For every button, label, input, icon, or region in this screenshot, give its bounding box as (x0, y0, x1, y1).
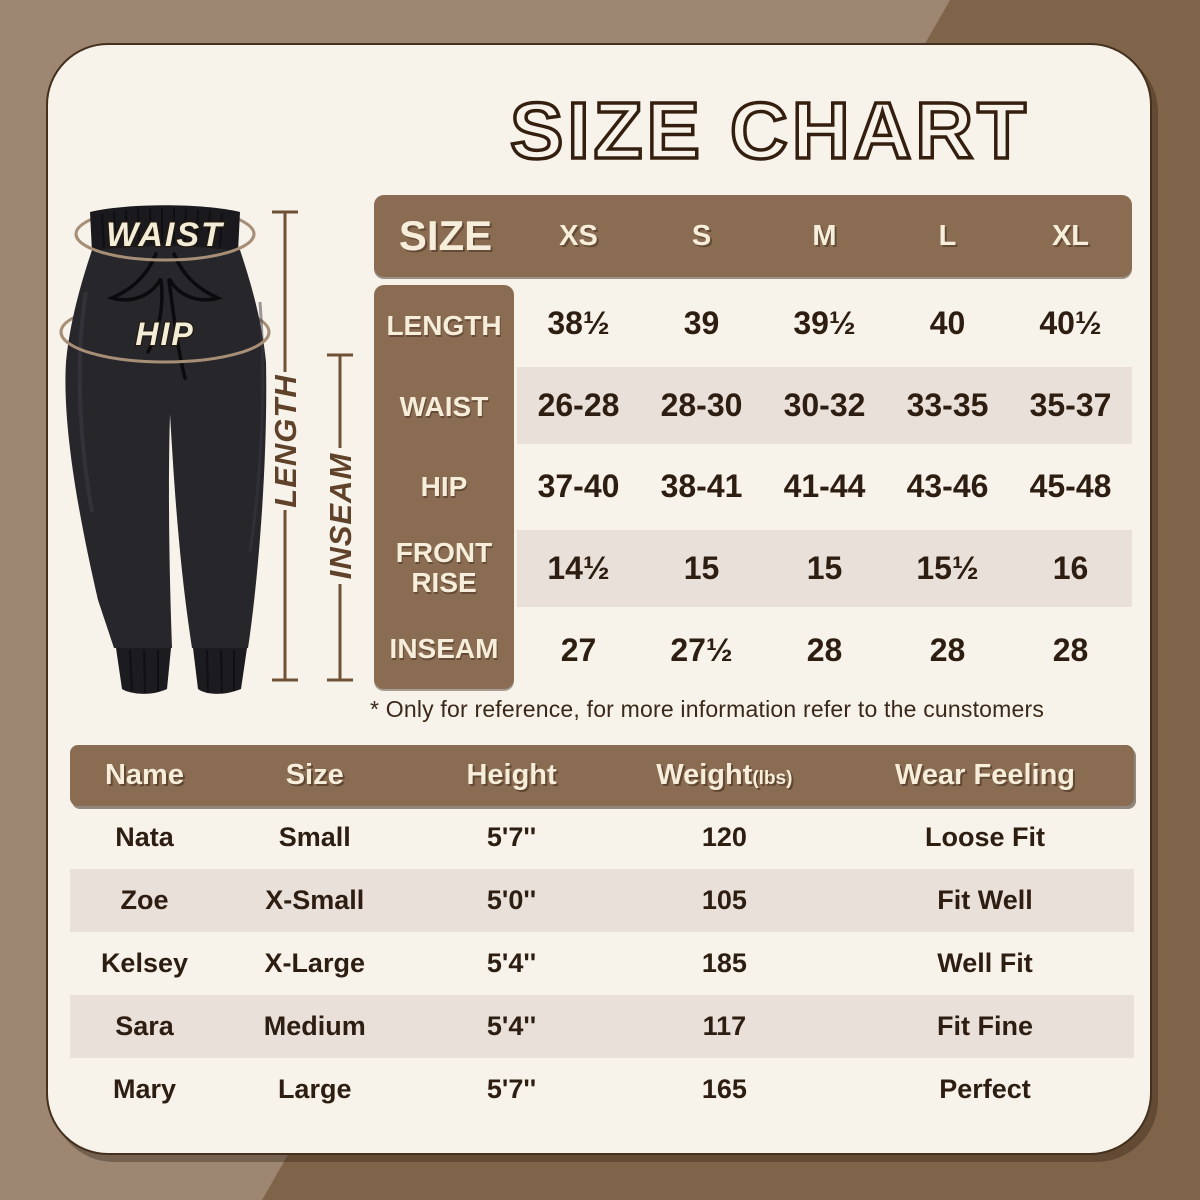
waist-tape-front (74, 233, 256, 262)
size-header-label: SIZE (398, 212, 493, 259)
table-row: Zoe X-Small 5'0'' 105 Fit Well (70, 869, 1134, 932)
cell-waist-s: 28-30 (660, 386, 743, 423)
size-table-values: 38½ 39 39½ 40 40½ 26-28 28-30 30-32 33-3… (517, 285, 1132, 689)
fit-col-weight: Weight(lbs) (613, 759, 836, 792)
cell-hip-l: 43-46 (906, 468, 989, 505)
fit-name: Kelsey (100, 948, 189, 978)
size-col-m: M (812, 219, 837, 252)
row-label-inseam: INSEAM (389, 632, 499, 664)
table-row: Nata Small 5'7'' 120 Loose Fit (70, 806, 1134, 869)
fit-height: 5'4'' (486, 1011, 537, 1041)
table-row: 38½ 39 39½ 40 40½ (517, 285, 1132, 362)
fit-feeling: Fit Well (937, 885, 1033, 915)
fit-height: 5'7'' (486, 822, 537, 852)
cell-inseam-xl: 28 (1052, 632, 1089, 669)
pants-illustration: LENGTH INSEAM (52, 192, 372, 717)
fit-size: Large (277, 1074, 352, 1104)
length-measure-line (272, 210, 298, 682)
row-label-front-rise: FRONT RISE (395, 537, 493, 598)
table-row: 14½ 15 15 15½ 16 (517, 525, 1132, 612)
fit-col-wear-feeling: Wear Feeling (895, 759, 1075, 791)
row-label-waist: WAIST (399, 390, 489, 422)
fit-col-weight-text: Weight (656, 759, 753, 791)
page-title: SIZE CHART (508, 84, 1030, 177)
fit-col-name: Name (104, 759, 184, 791)
fit-feeling: Fit Fine (937, 1011, 1034, 1041)
inseam-label: INSEAM (323, 453, 358, 580)
joggers-shape (65, 205, 267, 694)
fit-height: 5'7'' (486, 1074, 537, 1104)
size-table-label-column: LENGTH WAIST HIP FRONT RISE INSEAM (374, 285, 514, 689)
inseam-measure-line (327, 353, 353, 682)
fit-feeling: Well Fit (937, 948, 1033, 978)
hip-tape-front (59, 331, 271, 364)
cell-waist-xl: 35-37 (1029, 386, 1112, 423)
table-row: 27 27½ 28 28 28 (517, 612, 1132, 689)
fit-table-rows: Nata Small 5'7'' 120 Loose Fit Zoe X-Sma… (70, 806, 1134, 1121)
fit-height: 5'0'' (486, 885, 537, 915)
fit-weight: 105 (701, 885, 747, 915)
content-card: SIZE CHART LENGTH INSEAM (46, 43, 1152, 1155)
cell-length-m: 39½ (793, 304, 856, 341)
cell-inseam-m: 28 (806, 632, 843, 669)
fit-col-weight-unit: (lbs) (752, 768, 793, 789)
fit-weight: 120 (701, 822, 747, 852)
row-label-hip: HIP (420, 471, 468, 503)
size-col-xl: XL (1051, 219, 1090, 252)
table-row: Kelsey X-Large 5'4'' 185 Well Fit (70, 932, 1134, 995)
cell-waist-xs: 26-28 (537, 386, 620, 423)
reference-note: * Only for reference, for more informati… (370, 696, 1045, 722)
fit-name: Nata (115, 822, 174, 852)
cell-front-rise-m: 15 (806, 550, 843, 587)
cell-length-xs: 38½ (547, 304, 610, 341)
cell-front-rise-l: 15½ (916, 550, 979, 587)
fit-size: X-Small (265, 885, 365, 915)
cell-hip-xl: 45-48 (1029, 468, 1112, 505)
fit-weight: 117 (702, 1011, 747, 1041)
cell-waist-m: 30-32 (783, 386, 866, 423)
fit-size: Medium (263, 1011, 366, 1041)
cell-inseam-xs: 27 (560, 632, 597, 669)
fit-weight: 185 (701, 948, 747, 978)
size-table-header: SIZE XS S M L XL (374, 195, 1132, 277)
length-label: LENGTH (268, 374, 303, 507)
cell-length-xl: 40½ (1039, 304, 1102, 341)
size-col-xs: XS (559, 219, 598, 252)
fit-size: X-Large (264, 948, 365, 978)
drawstring (106, 252, 224, 380)
fit-height: 5'4'' (486, 948, 537, 978)
fit-name: Zoe (120, 885, 169, 915)
cell-front-rise-s: 15 (683, 550, 720, 587)
cell-front-rise-xs: 14½ (547, 550, 610, 587)
cell-inseam-l: 28 (929, 632, 966, 669)
fit-col-size: Size (285, 759, 344, 791)
waist-label: WAIST (106, 216, 225, 254)
fit-table-header: Name Size Height Weight(lbs) Wear Feelin… (70, 745, 1134, 806)
table-row: 26-28 28-30 30-32 33-35 35-37 (517, 362, 1132, 449)
cell-hip-m: 41-44 (783, 468, 866, 505)
pants-diagram-svg: LENGTH INSEAM (59, 205, 358, 694)
cell-inseam-s: 27½ (670, 632, 733, 669)
size-col-l: L (938, 219, 957, 252)
hip-label: HIP (135, 316, 194, 352)
row-label-length: LENGTH (386, 309, 502, 341)
fit-col-height: Height (466, 759, 557, 791)
cell-front-rise-xl: 16 (1052, 550, 1089, 587)
cell-hip-xs: 37-40 (537, 468, 620, 505)
table-row: 37-40 38-41 41-44 43-46 45-48 (517, 449, 1132, 526)
table-row: Sara Medium 5'4'' 117 Fit Fine (70, 995, 1134, 1058)
fit-name: Sara (115, 1011, 174, 1041)
cell-hip-s: 38-41 (660, 468, 743, 505)
cell-length-s: 39 (683, 304, 720, 341)
fit-size: Small (278, 822, 351, 852)
fit-weight: 165 (701, 1074, 747, 1104)
table-row: Mary Large 5'7'' 165 Perfect (70, 1058, 1134, 1121)
fit-feeling: Loose Fit (925, 822, 1046, 852)
cell-waist-l: 33-35 (906, 386, 989, 423)
fit-name: Mary (112, 1074, 176, 1104)
fit-feeling: Perfect (939, 1074, 1031, 1104)
size-col-s: S (691, 219, 712, 252)
cell-length-l: 40 (929, 304, 966, 341)
